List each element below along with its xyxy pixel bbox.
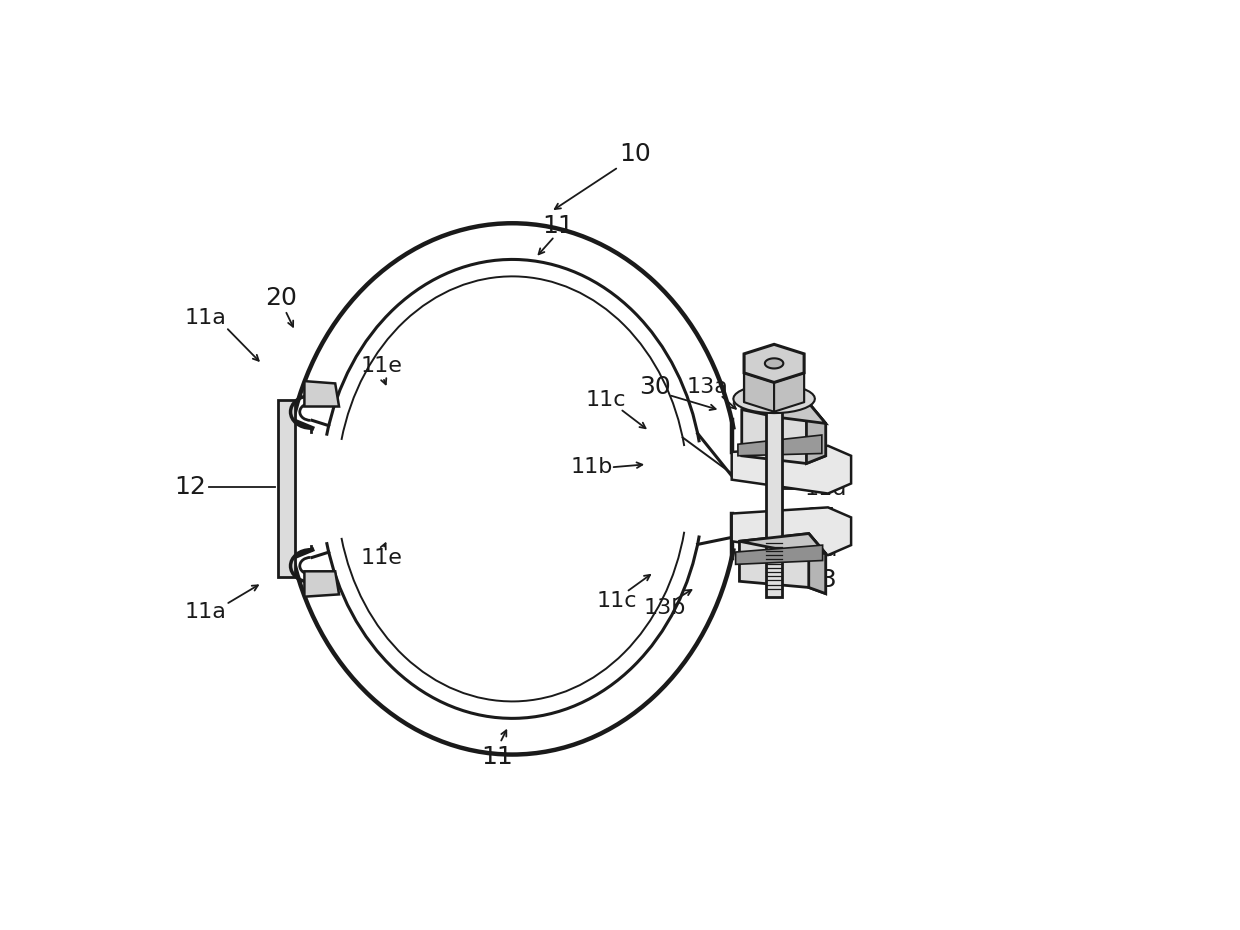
Text: 13b: 13b [644, 598, 686, 618]
Text: 13a: 13a [687, 378, 729, 397]
Polygon shape [774, 373, 804, 412]
Text: 11e: 11e [361, 355, 402, 376]
Polygon shape [733, 384, 815, 413]
Polygon shape [766, 404, 781, 597]
Polygon shape [744, 373, 774, 412]
Text: 11: 11 [481, 745, 513, 769]
Text: 13: 13 [805, 567, 837, 591]
Text: 10: 10 [620, 142, 651, 166]
Text: 11: 11 [543, 214, 574, 237]
Text: 32: 32 [775, 406, 807, 430]
Text: 11a: 11a [185, 308, 227, 328]
Polygon shape [738, 435, 822, 456]
Text: 11b: 11b [570, 458, 613, 477]
Text: 11c: 11c [587, 391, 626, 410]
Polygon shape [806, 400, 826, 463]
Polygon shape [742, 400, 826, 463]
Text: 11e: 11e [361, 548, 402, 568]
Polygon shape [808, 534, 826, 593]
Text: 20: 20 [265, 286, 298, 310]
Polygon shape [278, 400, 295, 578]
Polygon shape [732, 508, 851, 555]
Polygon shape [304, 381, 339, 406]
Text: 11c: 11c [596, 591, 637, 611]
Text: 14: 14 [805, 506, 837, 530]
Polygon shape [735, 545, 822, 565]
Text: 30: 30 [639, 376, 671, 399]
Polygon shape [732, 445, 851, 494]
Text: 11d: 11d [805, 479, 847, 498]
Polygon shape [742, 400, 826, 423]
Polygon shape [304, 571, 339, 597]
Text: 11a: 11a [185, 602, 227, 622]
Text: 11d: 11d [796, 540, 838, 561]
Polygon shape [744, 344, 804, 382]
Polygon shape [739, 534, 826, 593]
Polygon shape [765, 358, 784, 368]
Text: 31: 31 [743, 383, 775, 407]
Text: 12: 12 [175, 475, 206, 499]
Polygon shape [739, 534, 826, 553]
